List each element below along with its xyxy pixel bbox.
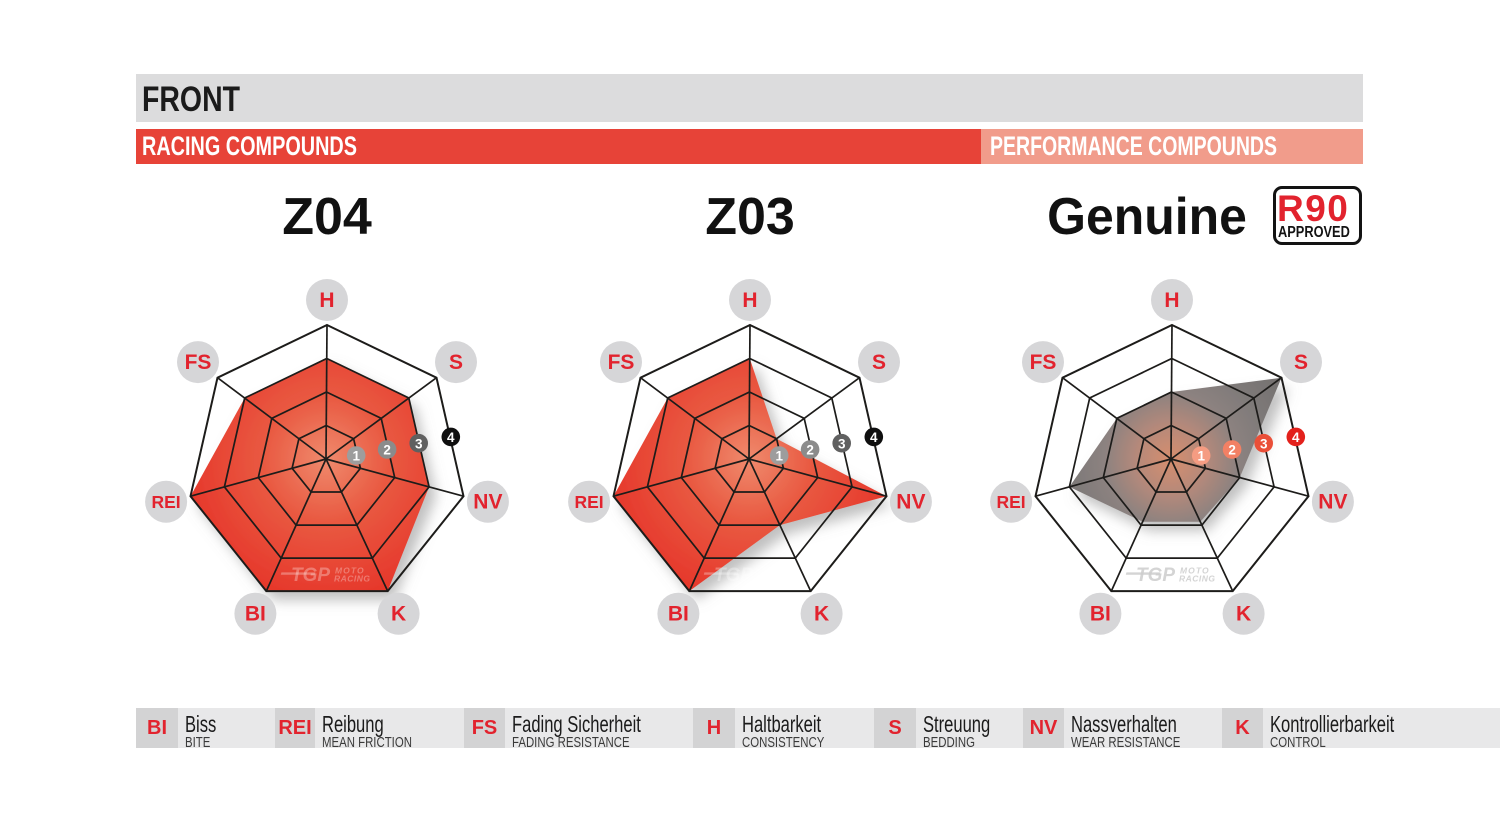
svg-text:S: S bbox=[872, 351, 886, 374]
svg-text:S: S bbox=[449, 351, 463, 374]
svg-text:H: H bbox=[1164, 289, 1179, 312]
svg-text:NV: NV bbox=[473, 491, 502, 514]
svg-text:FS: FS bbox=[185, 351, 212, 374]
svg-text:REI: REI bbox=[152, 492, 181, 512]
svg-text:TGP: TGP bbox=[291, 565, 330, 586]
svg-text:K: K bbox=[814, 603, 829, 626]
svg-text:4: 4 bbox=[870, 430, 878, 445]
svg-text:MOTO: MOTO bbox=[1180, 566, 1210, 576]
svg-text:BI: BI bbox=[668, 603, 689, 626]
svg-text:BI: BI bbox=[1090, 603, 1111, 626]
svg-text:2: 2 bbox=[806, 443, 814, 458]
svg-text:NV: NV bbox=[896, 491, 925, 514]
svg-text:3: 3 bbox=[1260, 436, 1268, 451]
svg-text:RACING: RACING bbox=[1179, 574, 1216, 584]
svg-text:MOTO: MOTO bbox=[335, 566, 365, 576]
svg-text:H: H bbox=[742, 289, 757, 312]
svg-text:NV: NV bbox=[1318, 491, 1347, 514]
svg-text:4: 4 bbox=[1292, 430, 1300, 445]
svg-text:1: 1 bbox=[352, 449, 360, 464]
svg-text:MOTO: MOTO bbox=[758, 566, 788, 576]
svg-text:3: 3 bbox=[415, 436, 423, 451]
svg-text:H: H bbox=[319, 289, 334, 312]
svg-text:FS: FS bbox=[608, 351, 635, 374]
svg-text:REI: REI bbox=[997, 492, 1026, 512]
svg-text:TGP: TGP bbox=[714, 565, 753, 586]
svg-text:FS: FS bbox=[1030, 351, 1057, 374]
svg-text:TGP: TGP bbox=[1136, 565, 1175, 586]
svg-text:4: 4 bbox=[447, 430, 455, 445]
svg-text:2: 2 bbox=[1228, 443, 1236, 458]
svg-text:3: 3 bbox=[838, 436, 846, 451]
svg-text:RACING: RACING bbox=[334, 574, 371, 584]
svg-text:RACING: RACING bbox=[757, 574, 794, 584]
svg-text:BI: BI bbox=[245, 603, 266, 626]
svg-text:REI: REI bbox=[575, 492, 604, 512]
svg-text:2: 2 bbox=[383, 443, 391, 458]
svg-text:1: 1 bbox=[1197, 449, 1205, 464]
svg-text:S: S bbox=[1294, 351, 1308, 374]
svg-text:1: 1 bbox=[775, 449, 783, 464]
svg-text:K: K bbox=[1236, 603, 1251, 626]
svg-text:K: K bbox=[391, 603, 406, 626]
